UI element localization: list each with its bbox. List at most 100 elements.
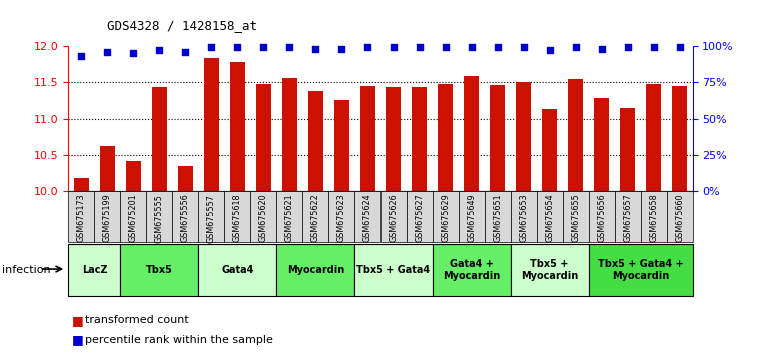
Point (492, 45, 504, 50)
Bar (673, 86, 686, 191)
Bar (199, 244, 276, 296)
Bar (205, 58, 218, 191)
Bar (537, 191, 562, 242)
Bar (224, 191, 250, 242)
Point (101, 49, 113, 55)
Text: GSM675626: GSM675626 (389, 194, 398, 242)
Text: GSM675620: GSM675620 (259, 194, 268, 242)
Text: GSM675622: GSM675622 (311, 194, 320, 242)
Bar (490, 85, 505, 191)
Bar (126, 161, 141, 191)
Point (569, 45, 581, 50)
Text: GSM675657: GSM675657 (623, 194, 632, 242)
Point (310, 46, 322, 52)
Point (361, 45, 374, 50)
Bar (361, 86, 374, 191)
Bar (464, 76, 479, 191)
Point (648, 45, 660, 50)
Bar (438, 85, 453, 191)
Point (595, 46, 607, 52)
Bar (588, 244, 693, 296)
Text: GSM675658: GSM675658 (649, 194, 658, 242)
Bar (173, 191, 199, 242)
Bar (511, 191, 537, 242)
Point (387, 45, 400, 50)
Text: GSM675654: GSM675654 (545, 194, 554, 242)
Text: GSM675627: GSM675627 (415, 194, 424, 242)
Point (180, 49, 192, 55)
Text: Tbx5 + Gata4 +
Myocardin: Tbx5 + Gata4 + Myocardin (597, 259, 683, 281)
Text: GSM675556: GSM675556 (181, 194, 190, 242)
Bar (614, 191, 641, 242)
Text: GSM675660: GSM675660 (675, 194, 684, 242)
Point (622, 45, 634, 50)
Bar (199, 191, 224, 242)
Point (517, 45, 530, 50)
Bar (68, 191, 94, 242)
Bar (100, 146, 115, 191)
Bar (355, 191, 380, 242)
Point (231, 45, 244, 50)
Bar (641, 191, 667, 242)
Point (466, 45, 478, 50)
Text: GSM675557: GSM675557 (207, 194, 216, 242)
Text: LacZ: LacZ (81, 265, 107, 275)
Point (257, 45, 269, 50)
Bar (256, 85, 271, 191)
Bar (282, 78, 297, 191)
Bar (387, 87, 400, 191)
Point (283, 45, 295, 50)
Bar (94, 191, 120, 242)
Text: GSM675618: GSM675618 (233, 194, 242, 242)
Bar (68, 244, 120, 296)
Point (205, 45, 218, 50)
Bar (646, 85, 661, 191)
Bar (517, 82, 530, 191)
Bar (485, 191, 511, 242)
Bar (458, 191, 485, 242)
Point (154, 47, 166, 53)
Bar (432, 191, 458, 242)
Text: GSM675623: GSM675623 (337, 194, 346, 242)
Text: GSM675621: GSM675621 (285, 194, 294, 242)
Text: GSM675173: GSM675173 (77, 194, 86, 242)
Bar (250, 191, 276, 242)
Point (673, 45, 686, 50)
Bar (543, 109, 556, 191)
Bar (120, 191, 146, 242)
Text: GSM675649: GSM675649 (467, 194, 476, 242)
Text: Gata4: Gata4 (221, 265, 253, 275)
Bar (276, 191, 303, 242)
Text: GSM675656: GSM675656 (597, 194, 606, 242)
Text: GSM675199: GSM675199 (103, 194, 112, 242)
Text: transformed count: transformed count (85, 315, 189, 325)
Text: Myocardin: Myocardin (287, 265, 344, 275)
Text: GDS4328 / 1428158_at: GDS4328 / 1428158_at (107, 19, 256, 32)
Bar (432, 244, 511, 296)
Text: GSM675629: GSM675629 (441, 194, 450, 242)
Bar (334, 101, 349, 191)
Text: Gata4 +
Myocardin: Gata4 + Myocardin (443, 259, 500, 281)
Bar (511, 244, 588, 296)
Text: GSM675555: GSM675555 (155, 194, 164, 242)
Point (543, 47, 556, 53)
Bar (120, 244, 199, 296)
Bar (152, 87, 167, 191)
Text: Tbx5: Tbx5 (146, 265, 173, 275)
Point (413, 45, 425, 50)
Bar (406, 191, 432, 242)
Bar (146, 191, 173, 242)
Bar (568, 79, 583, 191)
Text: GSM675655: GSM675655 (571, 194, 580, 242)
Bar (231, 62, 244, 191)
Bar (178, 166, 193, 191)
Bar (620, 108, 635, 191)
Point (127, 50, 139, 56)
Text: GSM675201: GSM675201 (129, 194, 138, 242)
Bar (412, 87, 427, 191)
Bar (562, 191, 588, 242)
Bar (75, 178, 88, 191)
Text: percentile rank within the sample: percentile rank within the sample (85, 335, 273, 345)
Text: GSM675651: GSM675651 (493, 194, 502, 242)
Text: Tbx5 + Gata4: Tbx5 + Gata4 (356, 265, 431, 275)
